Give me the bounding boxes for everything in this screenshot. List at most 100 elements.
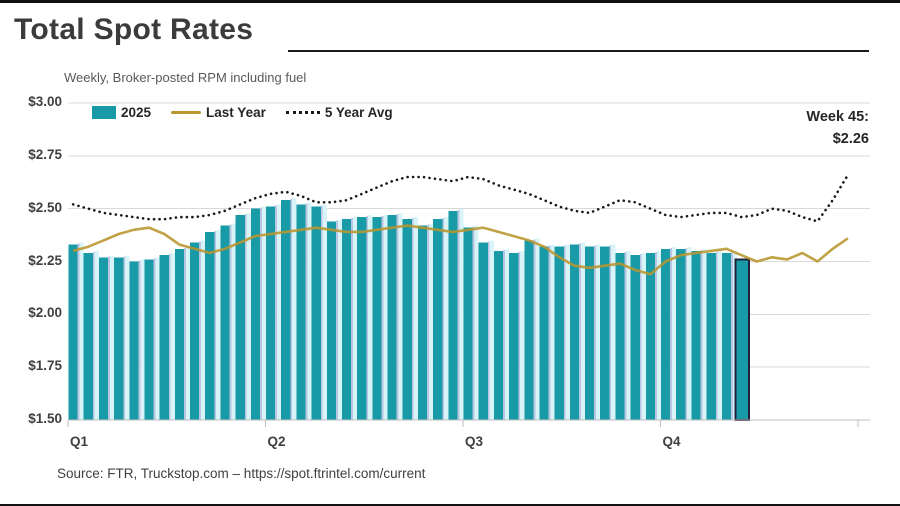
y-axis-label: $3.00 [28, 94, 62, 109]
bar-week-22 [387, 215, 397, 420]
bar-gap-light [322, 204, 327, 420]
bar-gap-light [155, 257, 160, 420]
bar-week-44 [721, 253, 731, 420]
bar-week-9 [190, 242, 200, 420]
bar-gap-light [94, 251, 99, 420]
y-axis-label: $2.25 [28, 252, 62, 268]
bar-week-29 [493, 250, 504, 420]
bar-gap-shadow [214, 230, 217, 420]
bar-gap-light [565, 244, 570, 420]
bar-gap-light [413, 217, 418, 420]
bar-gap-light [261, 206, 267, 420]
bar-gap-shadow [153, 258, 156, 420]
bar-week-39 [645, 253, 656, 420]
bar-gap-shadow [518, 252, 521, 420]
last-year-line [72, 224, 849, 276]
x-axis-label-q3: Q3 [465, 434, 484, 449]
latest-week-value: $2.26 [832, 131, 869, 147]
bar-gap-light [459, 208, 464, 420]
bar-gap-light [489, 240, 494, 420]
bar-gap-light [292, 198, 297, 420]
bar-week-34 [569, 244, 580, 420]
bar-week-30 [509, 253, 519, 420]
bar-gap-light [732, 251, 737, 420]
bar-gap-shadow [670, 247, 672, 420]
bar-week-10 [205, 231, 215, 420]
bar-week-28 [478, 242, 488, 420]
legend-label-last-year: Last Year [206, 105, 266, 120]
bar-week-40 [661, 248, 671, 420]
bar-gap-light [216, 229, 221, 420]
y-axis-label: $2.50 [28, 199, 62, 215]
bar-gap-shadow [244, 214, 247, 420]
bar-gap-shadow [563, 245, 566, 420]
bar-week-41 [676, 248, 686, 420]
bar-week-45-current [734, 258, 751, 422]
bar-week-1 [68, 244, 78, 420]
bar-gap-light [109, 255, 115, 420]
source-attribution: Source: FTR, Truckstop.com – https://spo… [57, 466, 426, 481]
legend-item-2025: 2025 [92, 105, 151, 120]
bar-gap-shadow [700, 249, 703, 420]
bar-gap-shadow [609, 245, 612, 420]
bar-gap-shadow [138, 260, 141, 420]
bar-gap-shadow [442, 218, 445, 420]
bar-gap-shadow [715, 252, 718, 420]
bar-week-8 [174, 248, 185, 420]
bar-gap-light [428, 223, 434, 420]
bar-week-27 [463, 227, 473, 420]
bar-gap-shadow [184, 247, 186, 420]
bar-gap-shadow [411, 218, 414, 420]
bar-gap-light [550, 244, 555, 420]
legend-item-5-year-avg: 5 Year Avg [285, 105, 393, 120]
bar-gap-light [368, 215, 373, 420]
bar-week-35 [585, 246, 595, 420]
bar-week-21 [372, 217, 382, 420]
bar-gap-light [201, 240, 206, 420]
bar-gap-shadow [396, 214, 399, 420]
bar-gap-shadow [92, 252, 95, 420]
bar-gap-light [140, 259, 145, 420]
bar-week-32 [539, 246, 549, 420]
bar-week-19 [341, 219, 352, 420]
bar-gap-light [231, 223, 236, 420]
chart-legend: 2025 Last Year 5 Year Avg [92, 105, 393, 120]
bottom-border [0, 504, 900, 506]
bar-gap-shadow [655, 252, 657, 420]
bar-gap-shadow [77, 243, 80, 420]
bar-week-31 [524, 240, 534, 420]
bar-week-7 [159, 255, 169, 420]
x-axis-label-q4: Q4 [662, 434, 681, 449]
line-swatch-icon [171, 110, 202, 115]
bar-week-14 [266, 206, 276, 420]
bar-gap-shadow [260, 207, 262, 420]
latest-week-callout: Week 45: $2.26 [806, 106, 869, 150]
bar-gap-shadow [381, 216, 384, 420]
bar-gap-light [656, 251, 662, 420]
bar-week-5 [129, 261, 139, 420]
bar-week-38 [630, 255, 640, 420]
y-axis-label: $2.00 [28, 305, 62, 321]
bar-gap-light [702, 248, 707, 420]
chart-subtitle: Weekly, Broker-posted RPM including fuel [64, 70, 307, 85]
bar-gap-light [352, 217, 358, 420]
bar-swatch-icon [92, 106, 116, 119]
legend-label-5-year-avg: 5 Year Avg [324, 105, 393, 120]
bar-gap-shadow [108, 256, 110, 420]
bar-week-37 [615, 253, 625, 420]
bar-gap-light [125, 255, 130, 420]
bar-gap-light [277, 204, 282, 420]
legend-item-last-year: Last Year [171, 105, 266, 120]
bar-gap-light [520, 251, 525, 420]
bar-gap-shadow [472, 226, 475, 420]
bar-gap-light [170, 253, 175, 420]
bar-gap-shadow [639, 254, 642, 420]
page-title: Total Spot Rates [14, 13, 254, 46]
bar-gap-light [398, 213, 403, 420]
bar-week-6 [144, 259, 154, 420]
bar-week-12 [235, 215, 245, 420]
bar-gap-shadow [487, 241, 490, 420]
bar-week-43 [706, 253, 716, 420]
x-axis-label-q2: Q2 [267, 434, 286, 449]
